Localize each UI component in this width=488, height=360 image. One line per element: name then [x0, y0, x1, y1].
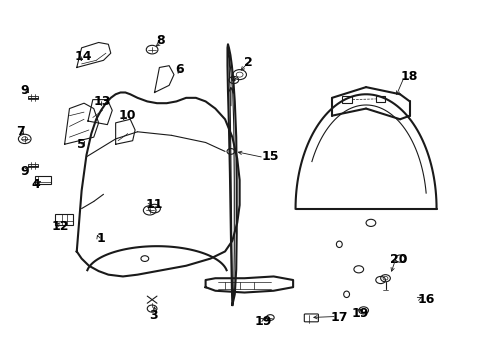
Text: 20: 20 [389, 253, 407, 266]
Text: 12: 12 [51, 220, 69, 233]
Text: 9: 9 [21, 165, 29, 177]
Text: 19: 19 [351, 307, 368, 320]
Text: 5: 5 [77, 139, 85, 152]
Text: 17: 17 [330, 311, 347, 324]
Text: 16: 16 [416, 293, 434, 306]
Text: 9: 9 [21, 84, 29, 97]
Text: 3: 3 [149, 309, 158, 322]
Text: 2: 2 [244, 55, 253, 69]
Text: 14: 14 [74, 50, 92, 63]
Text: 7: 7 [16, 125, 25, 138]
Circle shape [231, 78, 235, 81]
Text: 11: 11 [145, 198, 163, 211]
Text: 19: 19 [254, 315, 271, 328]
Text: 4: 4 [31, 178, 40, 191]
Text: 18: 18 [399, 70, 417, 83]
Text: 8: 8 [156, 34, 164, 47]
Text: 10: 10 [118, 109, 135, 122]
Text: 1: 1 [96, 233, 105, 246]
Text: 13: 13 [94, 95, 111, 108]
Text: 6: 6 [175, 63, 183, 76]
Text: 15: 15 [261, 150, 279, 163]
